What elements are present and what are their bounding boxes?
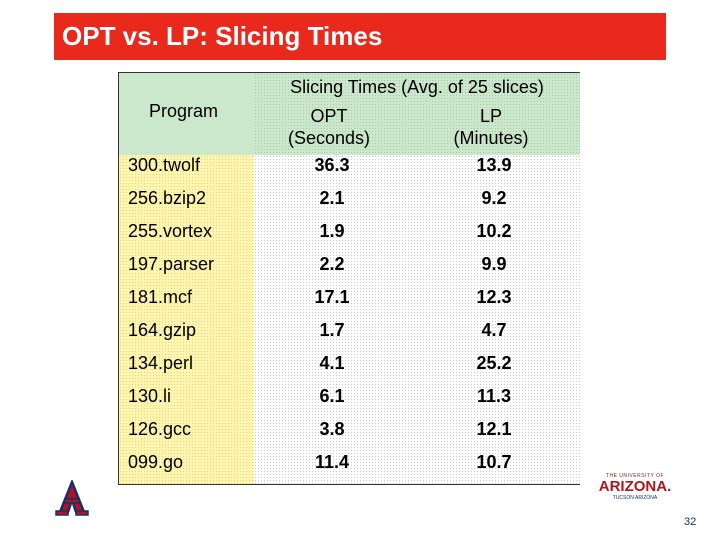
opt-value: 2.1 xyxy=(319,188,345,208)
lp-value: 9.2 xyxy=(481,188,507,208)
opt-value: 3.8 xyxy=(319,419,345,439)
program-name: 256.bzip2 xyxy=(128,188,207,208)
opt-value: 36.3 xyxy=(314,155,350,175)
logo-line-tucson: TUCSON ARIZONA xyxy=(612,495,658,501)
program-name: 130.li xyxy=(128,386,172,406)
logo-line-university: THE UNIVERSITY OF xyxy=(605,473,665,479)
program-name: 164.gzip xyxy=(128,320,197,340)
opt-value: 1.7 xyxy=(319,320,345,340)
opt-value: 11.4 xyxy=(314,452,350,472)
program-column xyxy=(119,155,254,484)
opt-header-label: OPT xyxy=(310,106,348,126)
slicing-times-header: Slicing Times (Avg. of 25 slices) xyxy=(290,77,544,97)
table-row: 130.li 6.1 11.3 xyxy=(119,384,581,417)
header-times-cell xyxy=(254,73,580,155)
logo-line-arizona: ARIZONA. xyxy=(598,478,672,495)
table-row: 256.bzip2 2.1 9.2 xyxy=(119,186,581,219)
lp-value: 25.2 xyxy=(476,353,512,373)
program-name: 099.go xyxy=(128,452,184,472)
lp-header-label: LP xyxy=(479,106,503,126)
program-name: 126.gcc xyxy=(128,419,192,439)
lp-header-unit: (Minutes) xyxy=(453,128,529,148)
table-row: 181.mcf 17.1 12.3 xyxy=(119,285,581,318)
lp-value: 10.7 xyxy=(476,452,512,472)
table-row: 099.go 11.4 10.7 xyxy=(119,450,581,483)
opt-value: 6.1 xyxy=(319,386,345,406)
lp-value: 11.3 xyxy=(476,386,512,406)
program-name: 181.mcf xyxy=(128,287,193,307)
table-row: 134.perl 4.1 25.2 xyxy=(119,351,581,384)
opt-value: 17.1 xyxy=(314,287,350,307)
lp-value: 12.1 xyxy=(476,419,512,439)
lp-value: 4.7 xyxy=(481,320,507,340)
table-row: 197.parser 2.2 9.9 xyxy=(119,252,581,285)
opt-header-unit: (Seconds) xyxy=(287,128,371,148)
lp-value: 9.9 xyxy=(481,254,507,274)
program-name: 197.parser xyxy=(128,254,215,274)
program-name: 300.twolf xyxy=(128,155,201,175)
opt-value: 1.9 xyxy=(319,221,345,241)
opt-header: OPT (Seconds) xyxy=(259,105,399,149)
university-a-logo-icon xyxy=(52,478,92,516)
table-body: 300.twolf 36.3 13.9 256.bzip2 2.1 9.2 25… xyxy=(119,153,581,483)
values-column xyxy=(254,155,580,484)
lp-value: 10.2 xyxy=(476,221,512,241)
program-header: Program xyxy=(149,101,219,121)
lp-header: LP (Minutes) xyxy=(421,105,561,149)
program-name: 134.perl xyxy=(128,353,194,373)
lp-value: 12.3 xyxy=(476,287,512,307)
header-program-cell xyxy=(119,73,254,155)
opt-value: 2.2 xyxy=(319,254,345,274)
university-of-arizona-logo: THE UNIVERSITY OF ARIZONA. TUCSON ARIZON… xyxy=(598,473,672,515)
lp-value: 13.9 xyxy=(476,155,512,175)
program-name: 255.vortex xyxy=(128,221,213,241)
table-row: 255.vortex 1.9 10.2 xyxy=(119,219,581,252)
table-row: 126.gcc 3.8 12.1 xyxy=(119,417,581,450)
slicing-times-table: Program Slicing Times (Avg. of 25 slices… xyxy=(118,72,580,485)
title-bar: OPT vs. LP: Slicing Times xyxy=(54,13,666,60)
slide-title: OPT vs. LP: Slicing Times xyxy=(62,21,383,51)
table-row: 164.gzip 1.7 4.7 xyxy=(119,318,581,351)
page-number: 32 xyxy=(684,516,697,528)
table-row: 300.twolf 36.3 13.9 xyxy=(119,153,581,186)
opt-value: 4.1 xyxy=(319,353,345,373)
